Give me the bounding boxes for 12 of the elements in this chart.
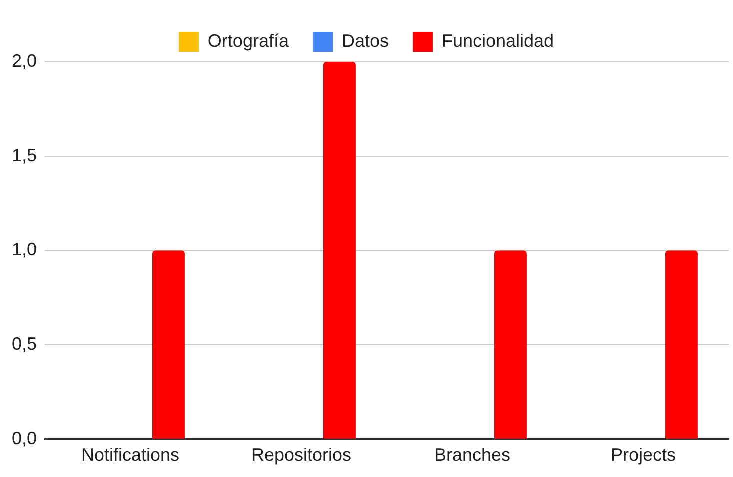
y-tick-label: 2,0 xyxy=(12,50,38,71)
y-tick-label: 0,0 xyxy=(12,428,38,448)
y-tick-label: 1,0 xyxy=(12,240,38,260)
x-tick-label: Repositorios xyxy=(251,445,352,466)
legend-label: Funcionalidad xyxy=(442,30,554,51)
legend-label: Ortografía xyxy=(208,30,290,51)
y-tick-label: 0,5 xyxy=(12,334,38,354)
x-tick-label: Notifications xyxy=(81,445,180,466)
x-tick-label: Projects xyxy=(610,445,676,466)
legend-label: Datos xyxy=(342,30,389,51)
x-tick-label: Branches xyxy=(434,445,511,466)
y-tick-label: 1,5 xyxy=(12,145,38,166)
